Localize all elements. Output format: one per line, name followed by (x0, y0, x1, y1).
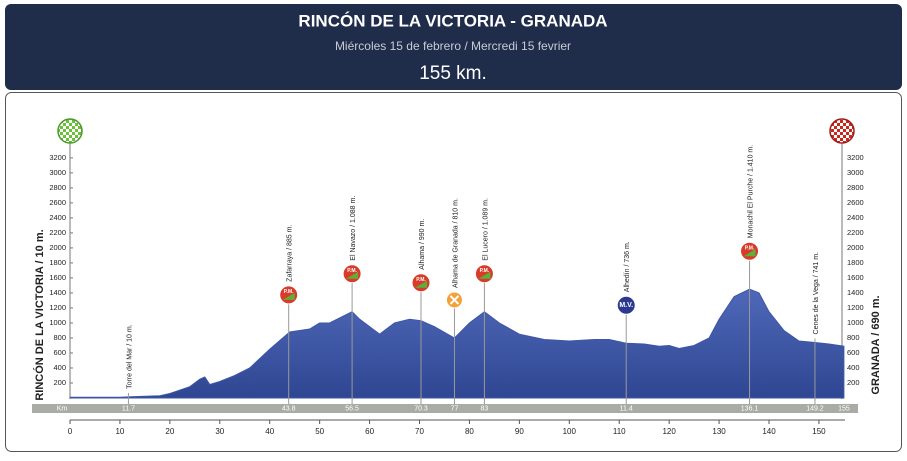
y-tick-label-right: 600 (847, 348, 860, 357)
header (5, 4, 902, 90)
x-tick-label: 30 (215, 427, 224, 436)
y-tick-label: 1800 (49, 258, 66, 267)
poi-marker-text: P.M. (480, 268, 490, 274)
y-tick-label-right: 200 (847, 378, 860, 387)
y-tick-label-right: 2800 (847, 183, 864, 192)
x-tick-label: 10 (115, 427, 124, 436)
x-tick-label: 0 (68, 427, 73, 436)
y-tick-label: 3000 (49, 168, 66, 177)
km-marker-label: 83 (481, 405, 489, 412)
y-tick-label-right: 1200 (847, 303, 864, 312)
y-tick-label: 2600 (49, 198, 66, 207)
poi-marker-slope (346, 271, 359, 279)
y-tick-label: 2000 (49, 243, 66, 252)
x-tick-label: 100 (563, 427, 577, 436)
y-tick-label-right: 1400 (847, 288, 864, 297)
poi-name: El Navazo / 1.088 m. (350, 196, 357, 261)
y-tick-label: 200 (53, 378, 66, 387)
y-tick-label: 2200 (49, 228, 66, 237)
y-tick-label: 800 (53, 333, 66, 342)
poi-marker-slope (743, 249, 756, 257)
x-tick-label: 110 (613, 427, 626, 436)
poi-name: Alhama de Granada / 810 m. (452, 198, 459, 288)
poi-marker-slope (415, 280, 428, 288)
y-tick-label: 1200 (49, 303, 66, 312)
y-tick-label: 1000 (49, 318, 66, 327)
y-tick-label-right: 2600 (847, 198, 864, 207)
y-tick-label-right: 2400 (847, 213, 864, 222)
y-label-left: RINCÓN DE LA VICTORIA / 10 m. (33, 229, 46, 400)
poi-name: Torre del Mar / 10 m. (126, 324, 133, 389)
km-marker-label: 70.3 (414, 405, 428, 412)
x-tick-label: 70 (415, 427, 424, 436)
x-tick-label: 50 (315, 427, 324, 436)
poi-name: Alhama / 990 m. (419, 219, 426, 270)
y-tick-label-right: 1000 (847, 318, 864, 327)
km-marker-label: 56.5 (345, 405, 359, 412)
x-tick-label: 150 (812, 427, 826, 436)
feed-zone-x (449, 295, 460, 305)
km-marker-label: 77 (451, 405, 459, 412)
x-tick-label: 130 (712, 427, 726, 436)
y-tick-label-right: 800 (847, 333, 860, 342)
x-tick-label: 60 (365, 427, 374, 436)
x-tick-label: 80 (465, 427, 474, 436)
poi-marker-text: M.V. (619, 302, 633, 309)
poi-marker-text: P.M. (745, 246, 755, 252)
y-tick-label-right: 3200 (847, 153, 864, 162)
subtitle: Miércoles 15 de febrero / Mercredi 15 fe… (335, 39, 571, 53)
y-tick-label: 3200 (49, 153, 66, 162)
x-tick-label: 120 (662, 427, 676, 436)
title: RINCÓN DE LA VICTORIA - GRANADA (298, 11, 607, 30)
elevation-area (69, 288, 845, 399)
y-label-right: GRANADA / 690 m. (870, 295, 882, 394)
y-tick-label: 2800 (49, 183, 66, 192)
x-tick-label: 40 (265, 427, 274, 436)
y-tick-label: 1600 (49, 273, 66, 282)
y-tick-label-right: 1600 (847, 273, 864, 282)
km-marker-label: 11.4 (620, 405, 633, 412)
finish-flag (829, 118, 855, 144)
poi-marker-text: P.M. (284, 289, 294, 295)
km-ribbon (32, 404, 858, 413)
y-tick-label-right: 2200 (847, 228, 864, 237)
y-tick-label: 400 (53, 363, 66, 372)
poi-marker-text: P.M. (416, 277, 426, 283)
km-marker-label: 11.7 (122, 405, 135, 412)
poi-name: Alhedín / 736 m. (624, 241, 631, 292)
poi-marker-slope (478, 271, 491, 279)
y-tick-label: 2400 (49, 213, 66, 222)
km-label: Km (57, 405, 68, 412)
y-tick-label: 600 (53, 348, 66, 357)
y-tick-label-right: 3000 (847, 168, 864, 177)
x-tick-label: 20 (165, 427, 174, 436)
poi-name: El Lucero / 1.089 m. (482, 198, 489, 261)
poi-marker (616, 295, 636, 315)
poi-name: Cenes de la Vega / 741 m. (813, 252, 820, 335)
poi-marker-text: P.M. (347, 268, 357, 274)
start-flag (57, 118, 83, 144)
km-marker-label: 155 (838, 405, 850, 412)
x-tick-label: 90 (515, 427, 524, 436)
km-marker-label: 149.2 (806, 405, 824, 412)
y-tick-label-right: 1800 (847, 258, 864, 267)
km-marker-label: 43.8 (282, 405, 296, 412)
poi-name: Monachil El Purche / 1.410 m. (747, 145, 754, 238)
x-tick-label: 140 (762, 427, 776, 436)
poi-name: Zafarraya / 885 m. (287, 225, 294, 282)
y-tick-label-right: 400 (847, 363, 860, 372)
y-tick-label: 1400 (49, 288, 66, 297)
y-tick-label-right: 2000 (847, 243, 864, 252)
poi-marker-slope (282, 292, 295, 300)
distance: 155 km. (419, 63, 487, 84)
km-marker-label: 136.1 (741, 405, 759, 412)
